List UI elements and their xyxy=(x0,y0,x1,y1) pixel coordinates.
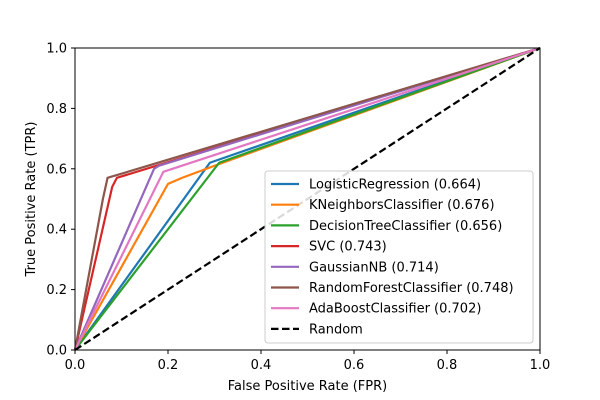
legend-label-0: LogisticRegression (0.664) xyxy=(309,178,481,193)
ticks: 0.0 0.2 0.4 0.6 0.8 1.0 0.0 0.2 0.4 0.6 0.8 1.0 xyxy=(46,42,550,374)
y-axis-label: True Positive Rate (TPR) xyxy=(24,122,39,278)
x-tick-label-2: 0.4 xyxy=(251,358,272,373)
legend-label-3: SVC (0.743) xyxy=(309,240,387,255)
plot-lines xyxy=(73,46,541,351)
series-line-6 xyxy=(74,46,541,351)
legend-label-1: KNeighborsClassifier (0.676) xyxy=(309,198,495,213)
legend-label-5: RandomForestClassifier (0.748) xyxy=(309,281,514,296)
y-tick-label-0: 0.0 xyxy=(46,344,67,359)
y-tick-label-5: 1.0 xyxy=(46,42,67,57)
axes-frame xyxy=(74,47,541,351)
y-tick-label-1: 0.2 xyxy=(46,283,67,298)
x-axis-label: False Positive Rate (FPR) xyxy=(228,379,387,394)
legend-label-2: DecisionTreeClassifier (0.656) xyxy=(309,219,502,234)
series-line-4 xyxy=(73,46,541,351)
series-line-2 xyxy=(74,46,541,351)
x-tick-label-5: 1.0 xyxy=(530,358,551,373)
x-tick-label-0: 0.0 xyxy=(65,358,86,373)
x-tick-label-1: 0.2 xyxy=(158,358,179,373)
y-tick-label-2: 0.4 xyxy=(46,223,67,238)
legend-box xyxy=(264,170,534,344)
legend-label-7: Random xyxy=(309,322,363,337)
y-tick-label-3: 0.6 xyxy=(46,162,67,177)
series-line-5 xyxy=(73,46,541,351)
legend: LogisticRegression (0.664) KNeighborsClas… xyxy=(264,170,534,344)
x-tick-label-3: 0.6 xyxy=(344,358,365,373)
legend-label-4: GaussianNB (0.714) xyxy=(309,260,439,275)
legend-label-6: AdaBoostClassifier (0.702) xyxy=(309,302,481,317)
x-tick-label-4: 0.8 xyxy=(437,358,458,373)
y-tick-label-4: 0.8 xyxy=(46,102,67,117)
